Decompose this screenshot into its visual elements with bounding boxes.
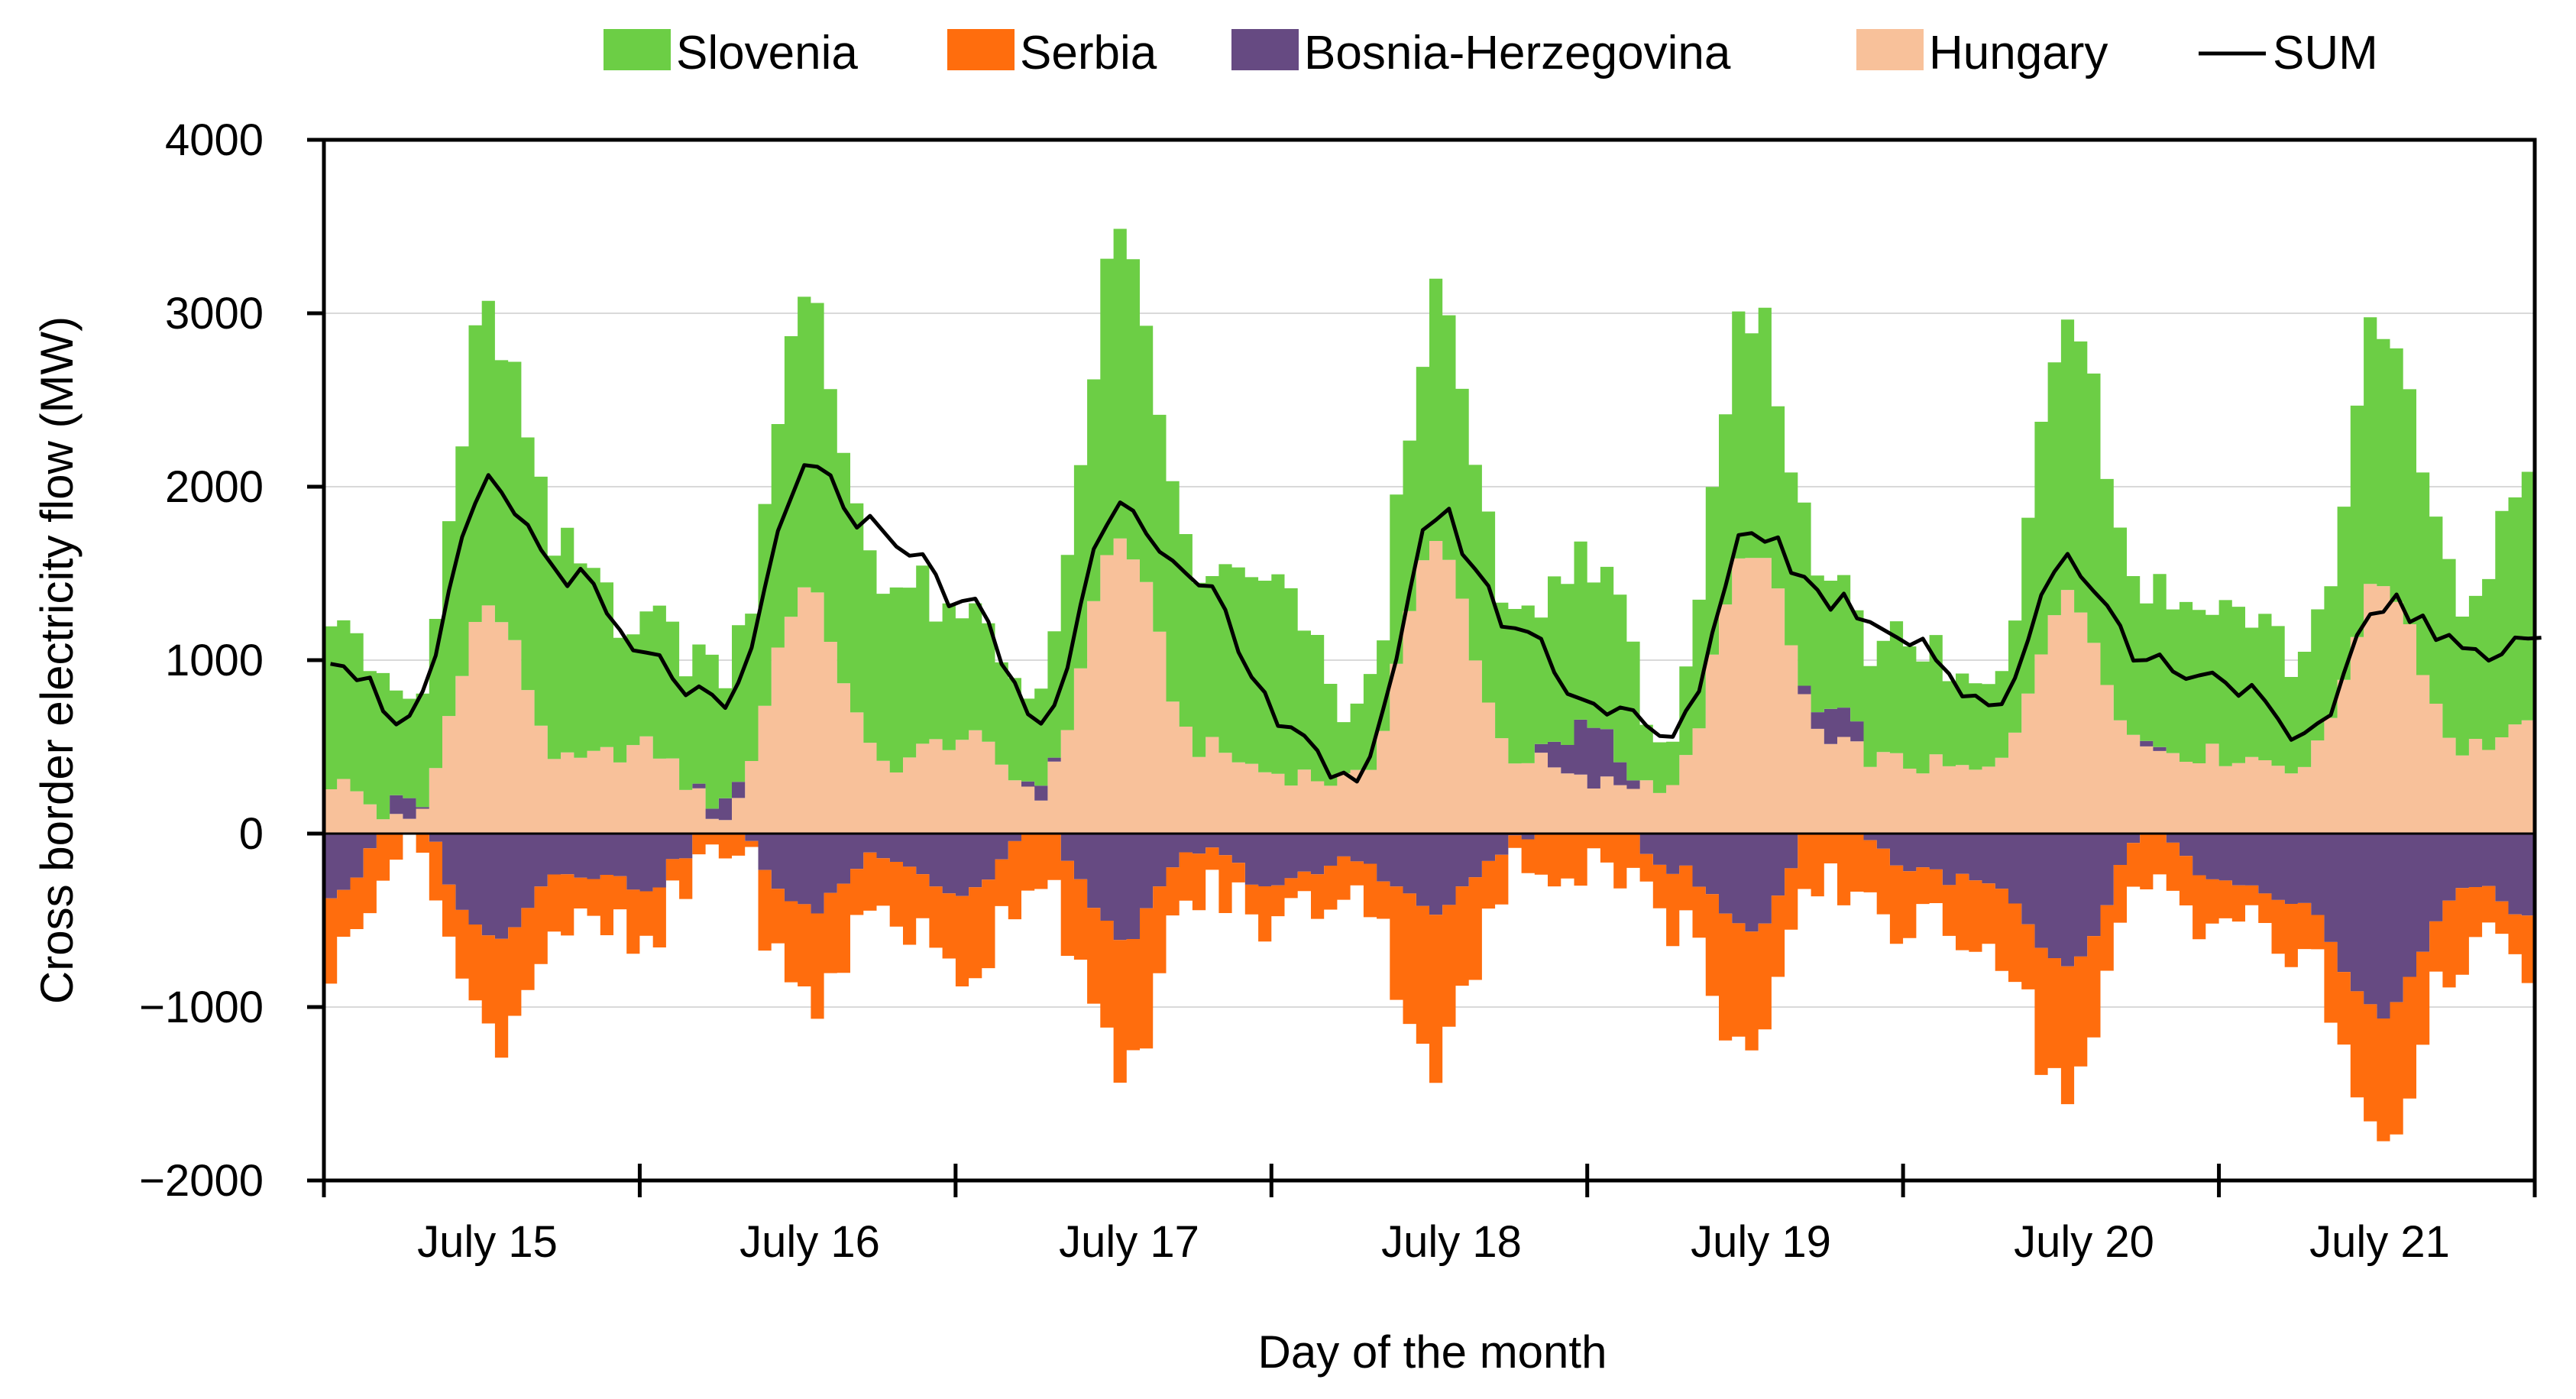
x-label-july-21: July 21: [2309, 1217, 2450, 1267]
legend: Slovenia Serbia Bosnia-Herzegovina Hunga…: [604, 27, 2378, 79]
legend-label-hungary: Hungary: [1929, 27, 2108, 79]
x-label-july-16: July 16: [739, 1217, 880, 1267]
x-axis-title: Day of the month: [1258, 1326, 1607, 1378]
legend-label-sum: SUM: [2273, 27, 2378, 79]
y-tick-label-2000: 2000: [165, 462, 264, 512]
x-label-july-20: July 20: [2014, 1217, 2154, 1267]
legend-label-serbia: Serbia: [1020, 27, 1157, 79]
line-sum: [330, 463, 2542, 784]
y-tick-label-1000: 1000: [165, 636, 264, 685]
y-tick-label-0: 0: [239, 809, 264, 859]
legend-swatch-serbia: [947, 29, 1015, 70]
area-serbia: [324, 834, 2535, 1142]
x-label-july-15: July 15: [417, 1217, 558, 1267]
legend-label-slovenia: Slovenia: [676, 27, 858, 79]
legend-label-bosnia-herzegovina: Bosnia-Herzegovina: [1304, 27, 1731, 79]
y-axis-tick-labels: 4000 3000 2000 1000 0 −1000 −2000: [139, 115, 264, 1206]
axis-ticks: [307, 138, 2537, 1197]
y-axis-title: Cross border electricity flow (MW): [31, 316, 83, 1004]
legend-swatch-slovenia: [604, 29, 671, 70]
legend-swatch-bosnia-herzegovina: [1231, 29, 1299, 70]
area-bosnia-herzegovina-negative: [324, 834, 2535, 1018]
y-tick-label-minus-1000: −1000: [139, 983, 264, 1032]
x-label-july-18: July 18: [1381, 1217, 1522, 1267]
x-label-july-19: July 19: [1691, 1217, 1831, 1267]
legend-swatch-hungary: [1856, 29, 1924, 70]
y-tick-label-4000: 4000: [165, 115, 264, 165]
x-label-july-17: July 17: [1059, 1217, 1199, 1267]
x-axis-day-labels: July 15 July 16 July 17 July 18 July 19 …: [417, 1217, 2450, 1267]
y-tick-label-minus-2000: −2000: [139, 1156, 264, 1206]
plot-series: [324, 228, 2542, 1142]
y-tick-label-3000: 3000: [165, 289, 264, 338]
